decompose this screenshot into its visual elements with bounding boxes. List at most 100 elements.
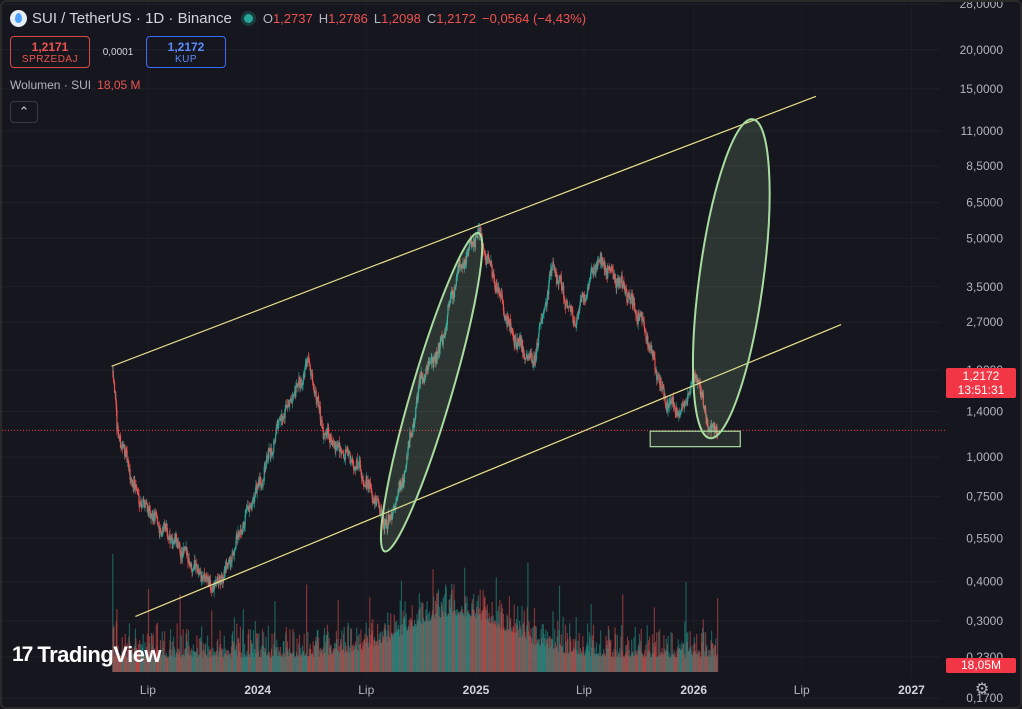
- tradingview-logo[interactable]: 17 TradingView: [12, 642, 162, 668]
- candle-body: [510, 318, 512, 330]
- candle-body: [460, 264, 462, 268]
- symbol-title[interactable]: SUI / TetherUS · 1D · Binance: [32, 10, 232, 27]
- candle-body: [198, 568, 200, 574]
- candle-body: [487, 253, 490, 259]
- candle-body: [464, 259, 466, 266]
- ohlc-item: O1,2737: [263, 11, 313, 26]
- candle-body: [517, 338, 519, 343]
- candle-body: [650, 344, 652, 354]
- candle-body: [137, 490, 139, 493]
- candle-body: [378, 500, 380, 508]
- volume-bar: [646, 625, 648, 672]
- candle-body: [245, 508, 247, 512]
- candle-body: [353, 465, 355, 471]
- candle-body: [324, 433, 326, 435]
- candle-body: [397, 494, 399, 498]
- candle-body: [625, 288, 627, 292]
- candle-body: [563, 298, 565, 300]
- candle-body: [649, 346, 651, 351]
- sui-coin-icon: [10, 10, 27, 27]
- volume-bar: [400, 580, 403, 672]
- candle-body: [446, 324, 448, 328]
- candle-body: [170, 537, 172, 540]
- candle-body: [442, 336, 444, 345]
- volume-bar: [223, 635, 225, 672]
- candle-body: [252, 499, 254, 502]
- candle-body: [672, 397, 675, 407]
- candle-body: [515, 336, 517, 349]
- chart-drawings[interactable]: [111, 95, 842, 617]
- candle-body: [540, 317, 542, 324]
- candle-body: [406, 455, 408, 465]
- candle-body: [319, 406, 321, 421]
- chevron-up-icon: ⌃: [18, 104, 30, 119]
- candle-body: [593, 266, 595, 275]
- candle-body: [275, 428, 277, 435]
- candle-body: [159, 528, 162, 533]
- gear-icon[interactable]: ⚙: [974, 681, 990, 698]
- candle-body: [674, 404, 676, 408]
- candle-body: [183, 548, 185, 552]
- candle-body: [371, 488, 373, 493]
- candle-body: [512, 329, 514, 337]
- candle-body: [313, 389, 315, 394]
- candle-body: [586, 287, 589, 295]
- candle-body: [465, 252, 468, 264]
- collapse-legend-button[interactable]: ⌃: [10, 101, 38, 123]
- candle-body: [262, 480, 264, 487]
- volume-bar: [180, 635, 182, 672]
- candle-body: [480, 229, 482, 236]
- candle-body: [400, 487, 403, 490]
- volume-bar: [527, 562, 529, 672]
- candle-body: [246, 507, 248, 509]
- time-axis[interactable]: Lip 2024 Lip 2025 Lip 2026 Lip 2027: [140, 683, 925, 697]
- price-tick-label: 0,4000: [966, 575, 1003, 589]
- candle-body: [328, 435, 330, 438]
- candle-body: [308, 359, 310, 362]
- candle-body: [113, 382, 116, 393]
- volume-bar: [626, 636, 629, 672]
- candle-body: [341, 450, 343, 453]
- candle-body: [473, 238, 475, 246]
- candle-body: [219, 575, 221, 584]
- candle-body: [468, 243, 471, 249]
- candle-body: [425, 368, 427, 376]
- candle-body: [345, 449, 347, 451]
- time-tick-label: Lip: [358, 683, 374, 697]
- candle-body: [449, 301, 451, 306]
- candle-body: [166, 523, 168, 533]
- candle-body: [505, 315, 508, 320]
- candle-body: [521, 339, 524, 353]
- candle-body: [684, 402, 686, 407]
- candle-body: [611, 265, 613, 269]
- candle-body: [355, 466, 357, 471]
- candle-body: [504, 317, 506, 321]
- candle-body: [415, 402, 417, 408]
- buy-button[interactable]: 1,2172 KUP: [146, 36, 226, 68]
- market-status-icon[interactable]: [243, 14, 253, 23]
- candle-body: [640, 311, 642, 315]
- volume-bar: [254, 621, 256, 672]
- candle-body: [322, 427, 324, 439]
- candle-body: [395, 499, 397, 505]
- candle-body: [292, 397, 294, 399]
- candle-body: [362, 477, 364, 480]
- candle-body: [137, 492, 139, 495]
- sell-button[interactable]: 1,2171 SPRZEDAJ: [10, 36, 90, 68]
- volume-bar: [116, 609, 118, 672]
- candle-body: [310, 374, 312, 376]
- candle-body: [680, 412, 682, 414]
- candle-body: [264, 465, 267, 473]
- candle-body: [602, 264, 604, 266]
- volume-label[interactable]: Wolumen · SUI: [10, 78, 92, 92]
- candle-body: [478, 228, 481, 235]
- candle-body: [622, 281, 624, 288]
- price-tick-label: 3,5000: [966, 280, 1003, 294]
- volume-bar: [670, 631, 672, 672]
- sell-price: 1,2171: [31, 39, 69, 54]
- candle-body: [680, 410, 682, 413]
- candle-body: [368, 482, 370, 489]
- volume-bar: [147, 588, 150, 672]
- candle-body: [462, 263, 464, 268]
